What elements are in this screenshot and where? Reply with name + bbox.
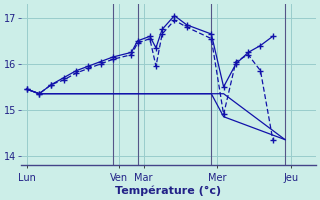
X-axis label: Température (°c): Température (°c): [115, 185, 221, 196]
